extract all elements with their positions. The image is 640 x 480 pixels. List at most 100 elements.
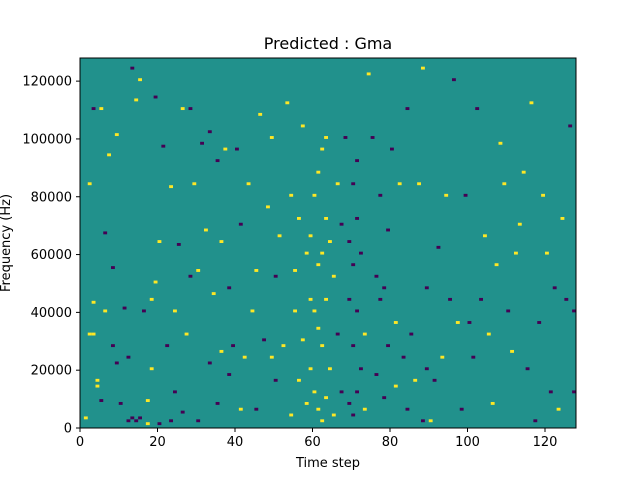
heatmap-cell bbox=[130, 66, 135, 70]
heatmap-cell bbox=[514, 251, 518, 255]
y-axis-label: Frequency (Hz) bbox=[0, 194, 14, 292]
heatmap-cell bbox=[324, 136, 328, 139]
heatmap-cell bbox=[312, 390, 317, 394]
heatmap-cell bbox=[161, 144, 166, 148]
heatmap-cell bbox=[153, 95, 158, 99]
heatmap-cell bbox=[219, 349, 224, 353]
heatmap-cell bbox=[87, 182, 92, 186]
heatmap-cell bbox=[483, 234, 487, 238]
heatmap-cell bbox=[180, 107, 185, 111]
heatmap-cell bbox=[537, 321, 542, 324]
heatmap-cell bbox=[207, 130, 212, 134]
heatmap-cell bbox=[238, 407, 243, 411]
heatmap-cell bbox=[517, 222, 522, 226]
heatmap-cell bbox=[103, 309, 108, 313]
heatmap-cell bbox=[533, 419, 538, 423]
heatmap-cell bbox=[207, 361, 212, 365]
heatmap-cell bbox=[138, 78, 142, 82]
heatmap-cell bbox=[405, 407, 410, 411]
heatmap-cell bbox=[91, 107, 96, 111]
heatmap-cell bbox=[424, 367, 429, 371]
heatmap-cell bbox=[180, 410, 185, 414]
heatmap-cell bbox=[300, 338, 305, 342]
heatmap-cell bbox=[564, 297, 569, 301]
heatmap-cell bbox=[529, 101, 534, 105]
x-tick-label: 100 bbox=[455, 435, 480, 450]
heatmap-cell bbox=[91, 300, 96, 304]
heatmap-cell bbox=[277, 234, 282, 238]
heatmap-cell bbox=[405, 107, 410, 111]
heatmap-cell bbox=[308, 367, 313, 371]
heatmap-cell bbox=[560, 216, 565, 220]
heatmap-cell bbox=[95, 384, 100, 388]
heatmap-cell bbox=[424, 286, 429, 290]
heatmap-cell bbox=[254, 407, 259, 411]
heatmap-cells bbox=[83, 66, 576, 426]
heatmap-cell bbox=[378, 193, 383, 197]
heatmap-cell bbox=[126, 355, 131, 359]
heatmap-cell bbox=[99, 107, 104, 111]
heatmap-cell bbox=[134, 98, 139, 102]
heatmap-cell bbox=[335, 332, 340, 336]
heatmap-cell bbox=[463, 193, 468, 197]
heatmap-cell bbox=[320, 419, 325, 423]
heatmap-cell bbox=[316, 407, 321, 411]
heatmap-cell bbox=[374, 274, 379, 278]
heatmap-cell bbox=[448, 297, 452, 301]
heatmap-cell bbox=[331, 413, 336, 417]
x-tick-label: 120 bbox=[533, 435, 558, 450]
heatmap-cell bbox=[409, 332, 414, 336]
heatmap-cell bbox=[126, 419, 131, 423]
heatmap-cell bbox=[359, 251, 363, 255]
heatmap-cell bbox=[444, 193, 449, 197]
heatmap-cell bbox=[545, 251, 549, 255]
heatmap-cell bbox=[91, 332, 96, 336]
y-tick-label: 60000 bbox=[31, 248, 72, 263]
heatmap-cell bbox=[328, 240, 332, 243]
heatmap-cell bbox=[99, 399, 104, 402]
heatmap-cell bbox=[297, 216, 301, 220]
heatmap-cell bbox=[502, 182, 507, 186]
heatmap-cell bbox=[343, 136, 348, 139]
heatmap-cell bbox=[196, 269, 201, 272]
heatmap-cell bbox=[397, 182, 402, 186]
heatmap-cell bbox=[149, 297, 154, 301]
heatmap-cell bbox=[227, 373, 232, 376]
heatmap-cell bbox=[479, 297, 483, 301]
heatmap-cell bbox=[316, 170, 321, 174]
heatmap-cell bbox=[138, 416, 142, 420]
heatmap-cell bbox=[521, 170, 526, 174]
heatmap-cell bbox=[246, 182, 251, 186]
heatmap-cell bbox=[118, 401, 123, 405]
heatmap-cell bbox=[541, 193, 545, 197]
heatmap-cell bbox=[122, 306, 127, 310]
heatmap-cell bbox=[362, 407, 367, 411]
heatmap-cell bbox=[421, 419, 425, 423]
heatmap-cell bbox=[374, 373, 379, 376]
heatmap-cell bbox=[324, 396, 328, 400]
heatmap-cell bbox=[219, 240, 224, 243]
heatmap-cell bbox=[401, 355, 406, 359]
heatmap-cell bbox=[103, 231, 108, 235]
heatmap-cell bbox=[289, 413, 294, 417]
heatmap-cell bbox=[351, 182, 356, 186]
heatmap-cell bbox=[300, 124, 305, 128]
heatmap-cell bbox=[351, 344, 356, 348]
heatmap-cell bbox=[351, 263, 356, 267]
heatmap-cell bbox=[149, 367, 154, 371]
heatmap-cell bbox=[223, 147, 228, 151]
heatmap-cell bbox=[386, 228, 390, 232]
heatmap-cell bbox=[165, 344, 170, 348]
heatmap-cell bbox=[308, 234, 313, 238]
heatmap-cell bbox=[157, 240, 162, 243]
heatmap-cell bbox=[320, 147, 325, 151]
heatmap-cell bbox=[339, 390, 344, 394]
heatmap-cell bbox=[235, 147, 239, 151]
heatmap-cell bbox=[293, 269, 297, 272]
heatmap-cell bbox=[378, 297, 383, 301]
heatmap-cell bbox=[432, 378, 437, 382]
heatmap-cell bbox=[312, 309, 317, 313]
heatmap-cell bbox=[304, 401, 309, 405]
heatmap-cell bbox=[393, 384, 398, 388]
